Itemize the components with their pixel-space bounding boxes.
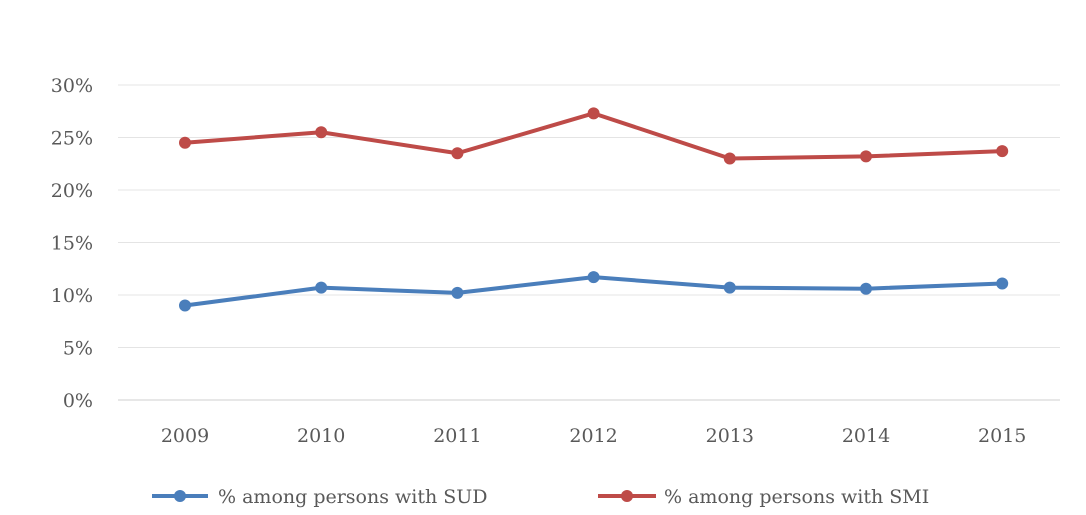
data-point: [860, 282, 872, 295]
series-0: [179, 271, 1009, 312]
legend: % among persons with SUD % among persons…: [152, 486, 929, 508]
data-point: [723, 152, 736, 165]
x-tick-label: 2012: [569, 425, 617, 447]
data-point: [723, 281, 736, 294]
legend-item-smi: % among persons with SMI: [598, 486, 929, 508]
x-tick-label: 2013: [706, 425, 754, 447]
y-tick-label: 5%: [63, 338, 93, 360]
data-point: [315, 126, 328, 139]
data-point: [996, 277, 1009, 290]
y-tick-label: 25%: [51, 128, 93, 150]
data-point: [315, 281, 328, 294]
data-point: [451, 147, 464, 160]
x-tick-label: 2015: [978, 425, 1026, 447]
data-point: [179, 299, 191, 312]
series-1: [179, 107, 1009, 165]
data-point: [179, 136, 191, 149]
x-tick-label: 2010: [297, 425, 345, 447]
data-point: [587, 107, 600, 120]
legend-label-sud: % among persons with SUD: [218, 486, 488, 508]
data-point: [587, 271, 600, 284]
x-axis-ticks: 2009 2010 2011 2012 2013 2014 2015: [161, 425, 1027, 447]
x-tick-label: 2009: [161, 425, 209, 447]
series-line-1: [183, 111, 1005, 161]
legend-item-sud: % among persons with SUD: [152, 486, 488, 508]
gridlines: [118, 84, 1060, 401]
y-tick-label: 30%: [51, 75, 93, 97]
y-tick-label: 0%: [63, 390, 93, 412]
data-point: [860, 150, 872, 163]
legend-marker-sud: [174, 490, 186, 502]
y-tick-label: 10%: [51, 285, 93, 307]
y-axis-ticks: 0% 5% 10% 15% 20% 25% 30%: [51, 75, 93, 412]
y-tick-label: 20%: [51, 180, 93, 202]
data-point: [451, 286, 464, 299]
legend-label-smi: % among persons with SMI: [664, 486, 929, 508]
series-layer: [179, 107, 1009, 312]
y-tick-label: 15%: [51, 233, 93, 255]
legend-marker-smi: [621, 490, 633, 502]
x-tick-label: 2014: [842, 425, 890, 447]
data-point: [996, 145, 1009, 158]
x-tick-label: 2011: [433, 425, 481, 447]
